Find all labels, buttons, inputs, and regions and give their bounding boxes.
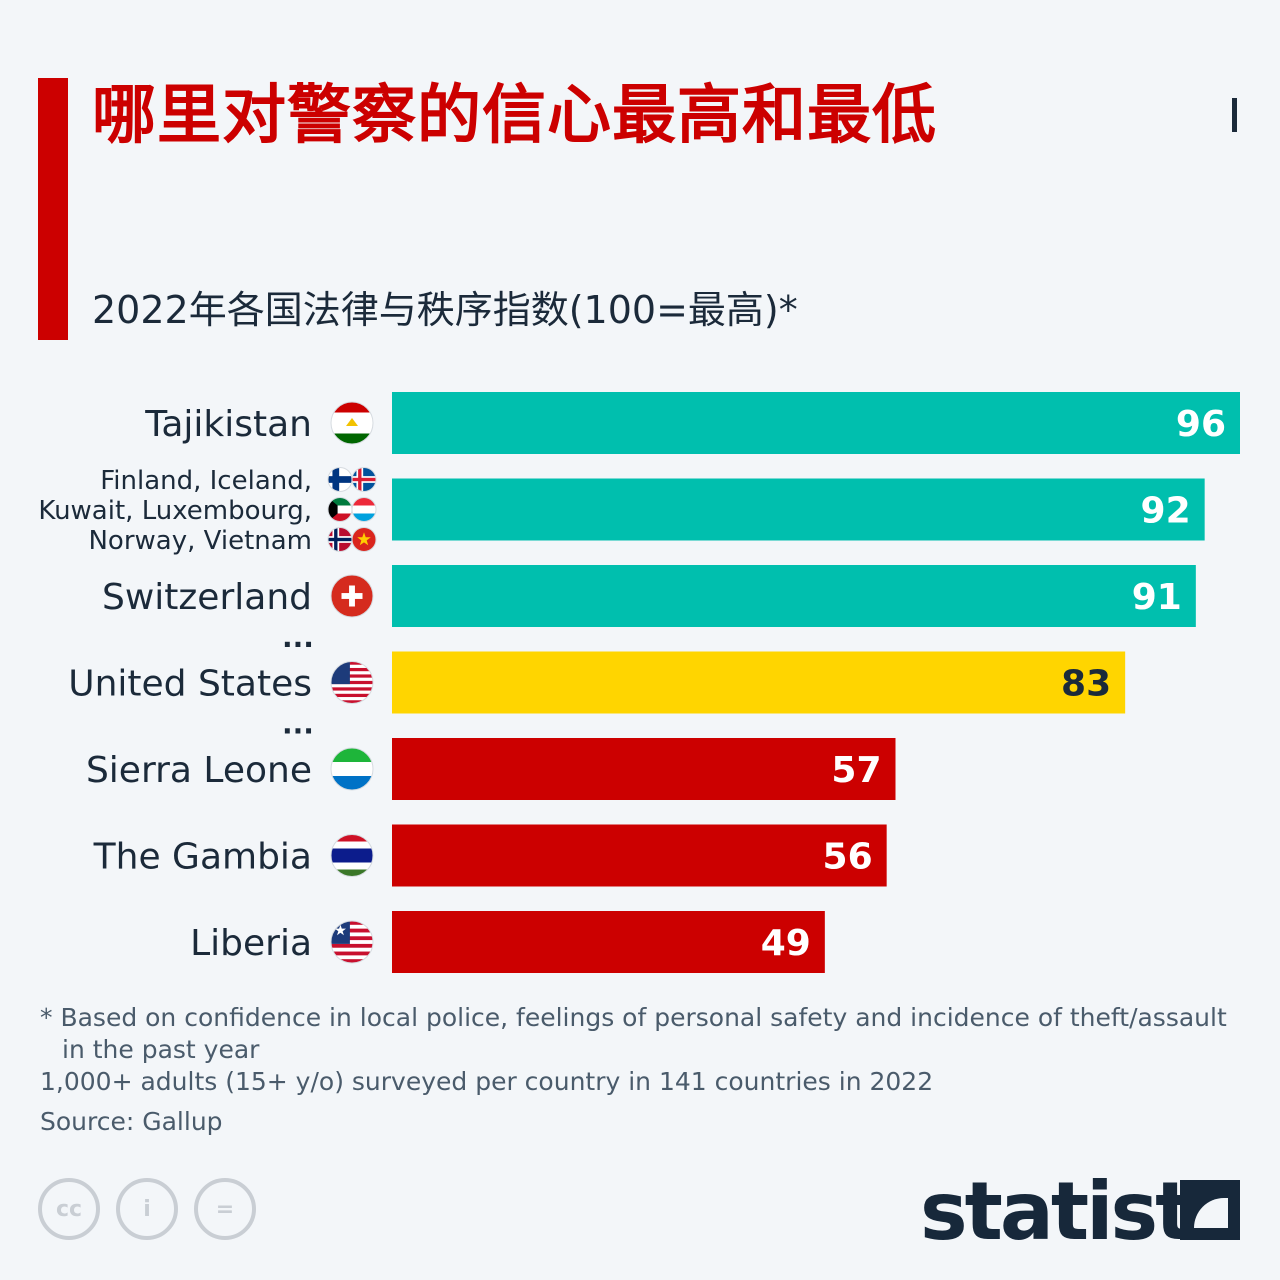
edge-mark — [1232, 98, 1237, 132]
value-label: 56 — [823, 837, 873, 878]
category-label: Finland, Iceland, — [100, 466, 312, 496]
finland-flag-icon — [327, 467, 353, 492]
value-label: 49 — [761, 923, 811, 964]
value-label: 91 — [1132, 577, 1182, 618]
category-label: Switzerland — [102, 577, 312, 618]
footnote-definition-cont: in the past year — [62, 1035, 260, 1064]
iceland-flag-icon — [351, 467, 377, 492]
luxembourg-flag-icon — [351, 497, 377, 522]
footnote-definition: * Based on confidence in local police, f… — [40, 1003, 1227, 1032]
creative-commons-icon[interactable]: cc — [38, 1178, 100, 1240]
gap-marker: ... — [282, 708, 314, 741]
attribution-icon[interactable]: i — [116, 1178, 178, 1240]
switzerland-flag-icon — [330, 574, 374, 618]
footnotes: * Based on confidence in local police, f… — [40, 1002, 1240, 1138]
liberia-flag-icon — [330, 920, 374, 964]
footnote-survey: 1,000+ adults (15+ y/o) surveyed per cou… — [40, 1067, 934, 1096]
category-labels: Tajikistan Finland, Iceland,Kuwait, Luxem… — [38, 404, 312, 964]
norway-flag-icon — [327, 527, 353, 552]
united-states-flag-icon — [330, 661, 374, 704]
flag-icons — [327, 401, 377, 964]
bar — [392, 565, 1196, 627]
bar — [392, 651, 1126, 714]
vietnam-flag-icon — [351, 527, 377, 552]
bar — [392, 392, 1240, 454]
chart-subtitle: 2022年各国法律与秩序指数(100=最高)* — [92, 288, 798, 332]
no-derivatives-icon[interactable]: = — [194, 1178, 256, 1240]
gap-markers: ...... — [282, 621, 314, 741]
chart-title: 哪里对警察的信心最高和最低 — [92, 79, 937, 153]
tajikistan-flag-icon — [330, 401, 374, 445]
accent-bar — [38, 78, 68, 340]
sierra-leone-flag-icon — [330, 747, 374, 791]
category-label: Kuwait, Luxembourg, — [38, 496, 312, 526]
bar-chart: Tajikistan Finland, Iceland,Kuwait, Luxem… — [38, 392, 1240, 973]
category-label: Liberia — [190, 923, 312, 964]
value-labels: 96 92 91 83 57 56 49 — [761, 404, 1226, 964]
category-label: United States — [68, 663, 312, 704]
bar — [392, 478, 1205, 541]
gap-marker: ... — [282, 621, 314, 654]
the-gambia-flag-icon — [330, 834, 374, 877]
bar — [392, 911, 825, 973]
bars — [392, 392, 1240, 973]
bar — [392, 738, 896, 800]
source-note: Source: Gallup — [40, 1107, 223, 1136]
category-label: Sierra Leone — [86, 750, 312, 791]
category-label: Tajikistan — [144, 404, 312, 445]
value-label: 92 — [1141, 491, 1191, 532]
value-label: 96 — [1176, 404, 1226, 445]
kuwait-flag-icon — [327, 497, 353, 522]
category-label: The Gambia — [93, 836, 312, 877]
value-label: 57 — [831, 750, 881, 791]
statista-logo-mark-icon — [1180, 1180, 1240, 1240]
category-label: Norway, Vietnam — [88, 526, 312, 556]
bar — [392, 824, 887, 887]
value-label: 83 — [1061, 664, 1111, 705]
